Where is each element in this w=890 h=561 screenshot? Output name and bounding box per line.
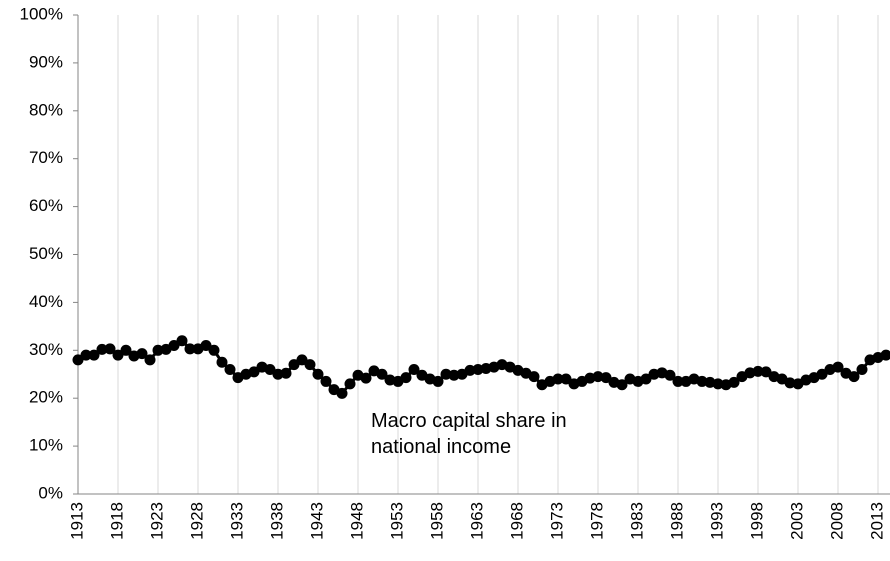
marker — [177, 335, 188, 346]
x-tick-label: 1998 — [747, 502, 766, 540]
y-tick-label: 20% — [29, 388, 63, 407]
marker — [345, 378, 356, 389]
x-tick-label: 1993 — [707, 502, 726, 540]
y-tick-label: 50% — [29, 244, 63, 263]
x-tick-label: 1933 — [227, 502, 246, 540]
marker — [401, 372, 412, 383]
marker — [857, 364, 868, 375]
x-tick-label: 1978 — [587, 502, 606, 540]
x-tick-label: 1943 — [307, 502, 326, 540]
x-tick-label: 1913 — [67, 502, 86, 540]
x-tick-label: 1983 — [627, 502, 646, 540]
y-tick-label: 80% — [29, 100, 63, 119]
x-tick-label: 1953 — [387, 502, 406, 540]
marker — [209, 345, 220, 356]
x-tick-label: 1938 — [267, 502, 286, 540]
y-tick-label: 90% — [29, 52, 63, 71]
y-tick-label: 40% — [29, 292, 63, 311]
x-tick-label: 1928 — [187, 502, 206, 540]
y-tick-label: 30% — [29, 340, 63, 359]
x-tick-label: 1963 — [467, 502, 486, 540]
marker — [305, 359, 316, 370]
x-tick-label: 1918 — [107, 502, 126, 540]
x-tick-label: 1988 — [667, 502, 686, 540]
marker — [145, 354, 156, 365]
x-tick-label: 1948 — [347, 502, 366, 540]
x-tick-label: 1968 — [507, 502, 526, 540]
x-tick-label: 2013 — [867, 502, 886, 540]
x-tick-label: 2008 — [827, 502, 846, 540]
marker — [321, 376, 332, 387]
x-tick-label: 1923 — [147, 502, 166, 540]
y-tick-label: 100% — [20, 4, 63, 23]
y-tick-label: 70% — [29, 148, 63, 167]
marker — [225, 364, 236, 375]
y-tick-label: 60% — [29, 196, 63, 215]
x-tick-label: 2003 — [787, 502, 806, 540]
y-tick-label: 0% — [38, 483, 63, 502]
annotation: Macro capital share in national income — [371, 408, 631, 460]
x-tick-label: 1958 — [427, 502, 446, 540]
marker — [337, 388, 348, 399]
y-tick-label: 10% — [29, 436, 63, 455]
x-tick-label: 1973 — [547, 502, 566, 540]
marker — [281, 368, 292, 379]
marker — [529, 371, 540, 382]
